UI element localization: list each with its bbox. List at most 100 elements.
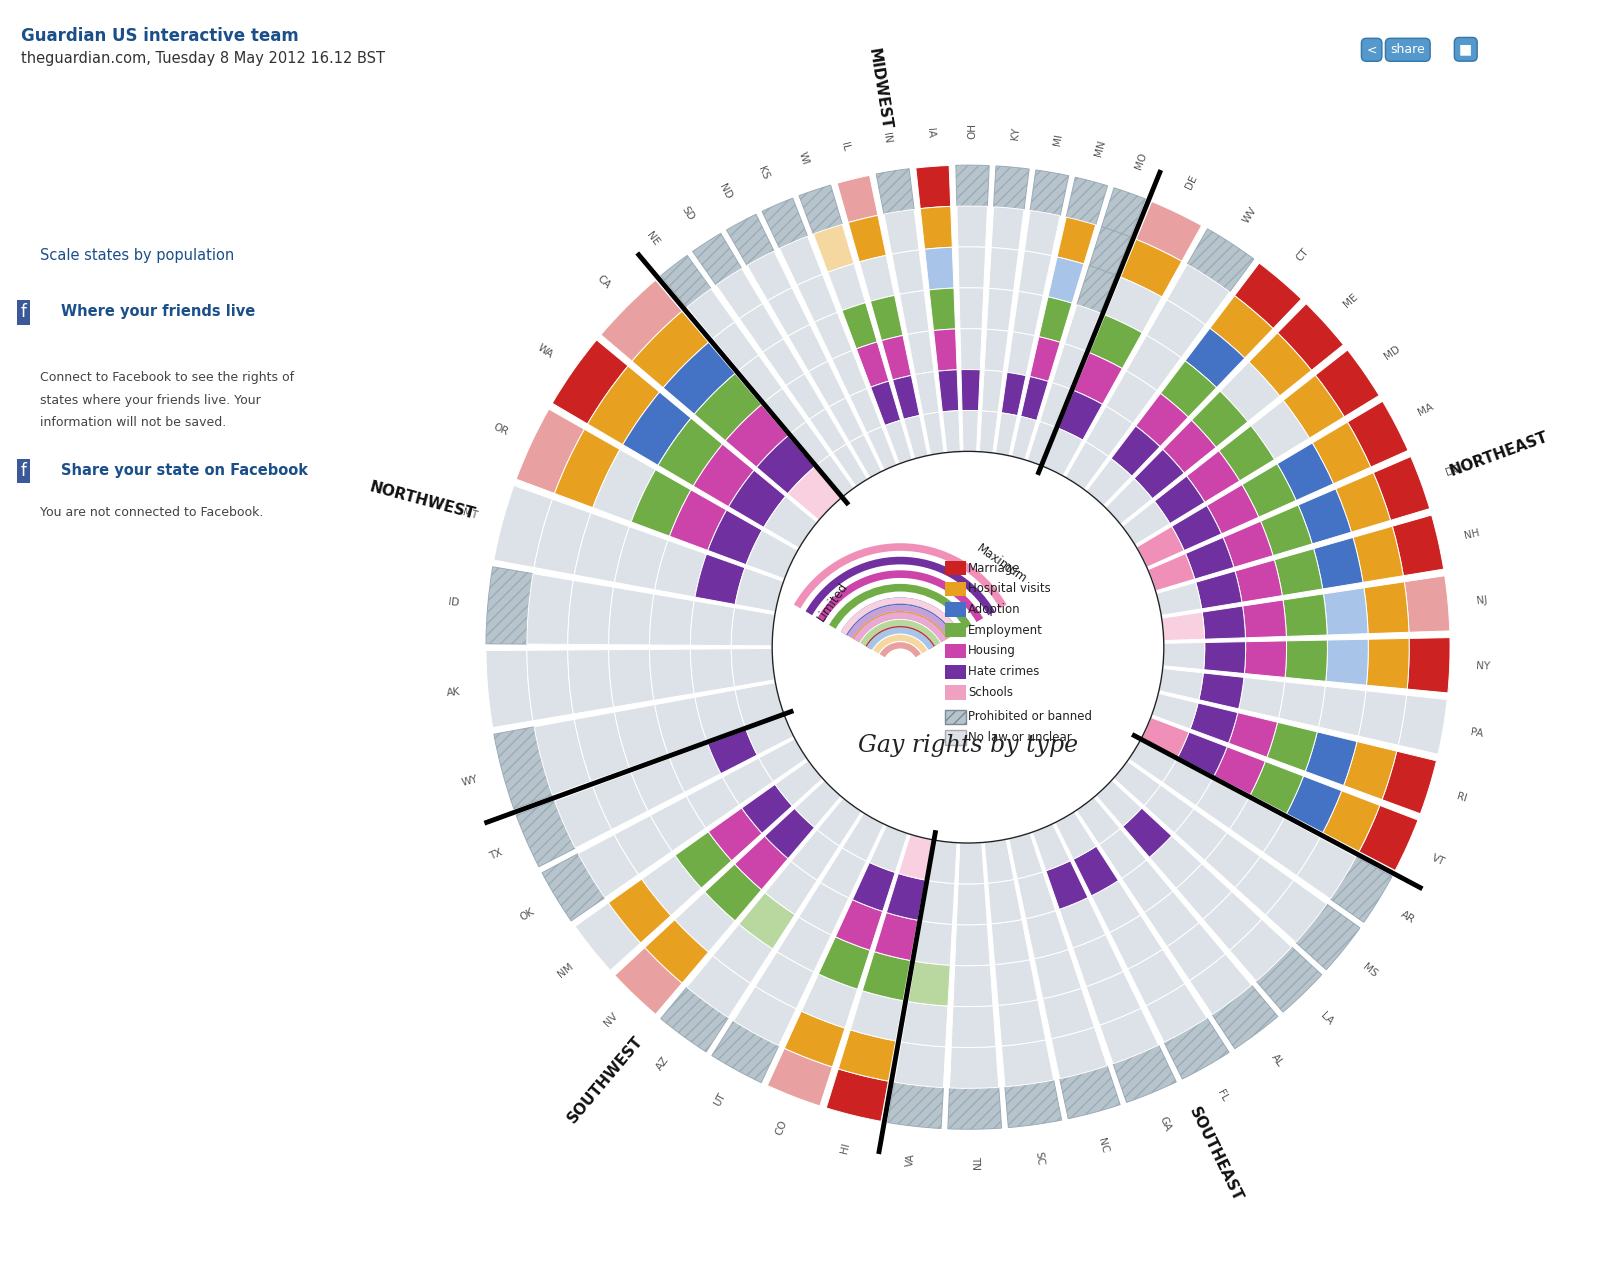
Wedge shape <box>955 165 989 207</box>
Text: NJ: NJ <box>1475 595 1488 605</box>
Text: IA: IA <box>925 127 936 138</box>
Wedge shape <box>1158 669 1203 699</box>
Wedge shape <box>1072 934 1123 986</box>
Text: ND: ND <box>717 183 733 202</box>
Wedge shape <box>774 760 822 806</box>
Wedge shape <box>952 1006 995 1047</box>
Wedge shape <box>768 288 810 336</box>
Wedge shape <box>534 499 590 575</box>
Wedge shape <box>1110 915 1163 970</box>
Wedge shape <box>989 247 1019 291</box>
Wedge shape <box>1128 949 1186 1006</box>
Wedge shape <box>1114 1046 1176 1103</box>
Text: MD: MD <box>1382 344 1402 362</box>
Text: IN: IN <box>882 132 893 143</box>
Text: WV: WV <box>1240 204 1259 225</box>
Text: theguardian.com, Tuesday 8 May 2012 16.12 BST: theguardian.com, Tuesday 8 May 2012 16.1… <box>21 52 386 66</box>
Wedge shape <box>1110 426 1160 476</box>
Wedge shape <box>1178 732 1227 775</box>
Wedge shape <box>898 835 933 879</box>
Wedge shape <box>893 376 920 419</box>
Wedge shape <box>960 329 982 369</box>
Text: GA: GA <box>1157 1115 1173 1133</box>
Wedge shape <box>1066 178 1107 225</box>
Wedge shape <box>1090 315 1142 368</box>
Wedge shape <box>1274 548 1323 595</box>
Wedge shape <box>1256 947 1322 1013</box>
Wedge shape <box>728 471 786 528</box>
Wedge shape <box>1051 1027 1107 1079</box>
Wedge shape <box>1245 641 1286 678</box>
Wedge shape <box>534 720 590 796</box>
Wedge shape <box>1266 881 1326 943</box>
Text: CO: CO <box>773 1119 789 1137</box>
Wedge shape <box>1262 819 1320 876</box>
Wedge shape <box>694 373 762 440</box>
Text: Scale states by population: Scale states by population <box>40 249 234 263</box>
Text: KS: KS <box>757 165 771 181</box>
Wedge shape <box>1222 522 1274 567</box>
Wedge shape <box>1189 954 1251 1015</box>
Wedge shape <box>1392 515 1443 576</box>
Text: KY: KY <box>1010 127 1021 140</box>
Wedge shape <box>762 198 808 249</box>
Wedge shape <box>1141 717 1189 756</box>
Wedge shape <box>1030 170 1069 216</box>
Wedge shape <box>1114 761 1160 806</box>
Text: Marriage: Marriage <box>968 562 1021 575</box>
Wedge shape <box>1318 687 1366 736</box>
Wedge shape <box>856 341 890 387</box>
Wedge shape <box>1032 824 1070 871</box>
Wedge shape <box>669 744 722 792</box>
Wedge shape <box>778 917 832 972</box>
Wedge shape <box>1002 1039 1054 1086</box>
Wedge shape <box>739 892 795 949</box>
Wedge shape <box>486 650 533 727</box>
Text: HI: HI <box>840 1142 851 1155</box>
Wedge shape <box>1205 832 1261 888</box>
Wedge shape <box>826 1068 888 1122</box>
Text: ■: ■ <box>1459 42 1472 56</box>
Wedge shape <box>690 648 734 693</box>
Text: Housing: Housing <box>968 645 1016 657</box>
Wedge shape <box>1086 458 1131 506</box>
Wedge shape <box>1283 594 1326 637</box>
Wedge shape <box>693 444 754 506</box>
Wedge shape <box>1229 798 1285 853</box>
Wedge shape <box>594 449 656 522</box>
Wedge shape <box>1235 857 1293 915</box>
Wedge shape <box>1064 305 1101 352</box>
Text: MO: MO <box>1134 151 1149 171</box>
Wedge shape <box>693 233 742 286</box>
Wedge shape <box>1136 527 1184 567</box>
Text: OK: OK <box>518 906 536 923</box>
Wedge shape <box>1144 786 1194 832</box>
Wedge shape <box>859 255 894 301</box>
Wedge shape <box>1174 808 1227 860</box>
Wedge shape <box>813 225 854 273</box>
Wedge shape <box>1296 838 1357 898</box>
Text: UT: UT <box>712 1091 728 1108</box>
Text: Gay rights by type: Gay rights by type <box>858 733 1078 756</box>
Text: DE: DE <box>1184 174 1200 190</box>
Wedge shape <box>992 920 1030 964</box>
Text: AR: AR <box>1398 910 1416 925</box>
Wedge shape <box>746 716 794 755</box>
Wedge shape <box>654 697 707 754</box>
Wedge shape <box>888 1082 944 1128</box>
Wedge shape <box>686 288 734 339</box>
Text: Maximum: Maximum <box>974 542 1029 586</box>
Text: NH: NH <box>1462 528 1480 541</box>
Wedge shape <box>587 365 659 444</box>
Wedge shape <box>957 206 987 247</box>
Wedge shape <box>1344 741 1397 799</box>
Text: TN: TN <box>970 1156 981 1170</box>
Wedge shape <box>1242 464 1296 518</box>
Wedge shape <box>998 1000 1046 1046</box>
Wedge shape <box>1122 860 1173 912</box>
Wedge shape <box>886 873 925 920</box>
Wedge shape <box>608 650 654 707</box>
Text: You are not connected to Facebook.: You are not connected to Facebook. <box>40 506 264 519</box>
Wedge shape <box>842 813 883 862</box>
Wedge shape <box>645 920 709 983</box>
